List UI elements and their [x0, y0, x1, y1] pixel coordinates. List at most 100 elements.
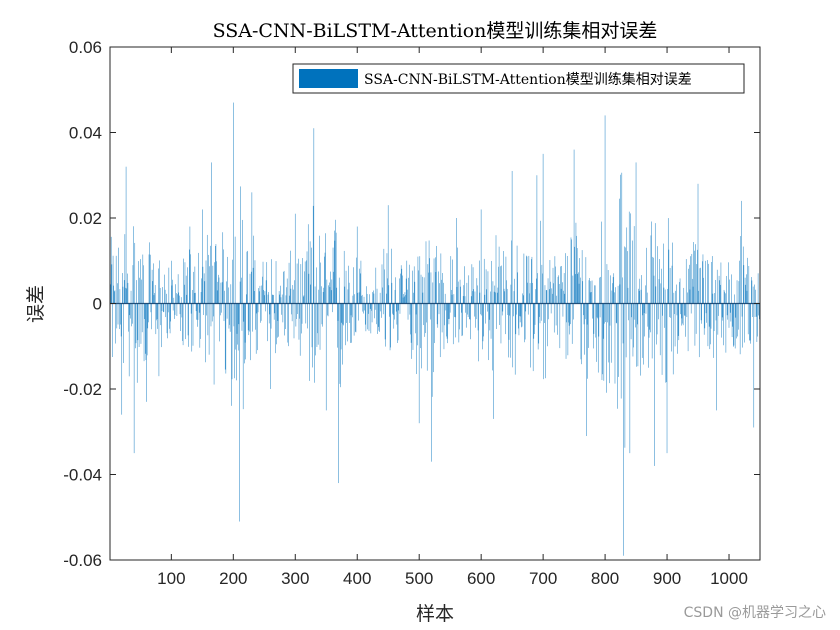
bar [224, 290, 225, 304]
bar [229, 303, 230, 325]
bar [581, 303, 582, 365]
bar [411, 303, 413, 359]
bar [417, 256, 419, 304]
bar [262, 261, 264, 304]
bar [250, 271, 252, 304]
bar [261, 285, 263, 304]
bar [190, 254, 191, 304]
bar [472, 267, 474, 304]
y-tick-label: 0.06 [69, 38, 102, 57]
bar [759, 303, 760, 320]
bar [408, 264, 410, 304]
bar [639, 278, 641, 304]
bar [557, 276, 559, 304]
bar [420, 274, 422, 304]
bar [171, 260, 172, 304]
bar [560, 266, 561, 304]
bar [735, 303, 737, 318]
bar [428, 240, 430, 304]
bar [269, 303, 271, 315]
bar [542, 273, 543, 304]
bar [536, 175, 538, 304]
bar [343, 303, 344, 326]
bar [755, 303, 757, 317]
bar [237, 303, 239, 351]
bar [670, 303, 672, 318]
bar [227, 256, 228, 304]
bar [447, 303, 448, 344]
bar [233, 303, 235, 327]
bar [740, 236, 742, 304]
bar [356, 226, 358, 304]
bar [489, 303, 491, 331]
bar [585, 257, 587, 304]
bar [325, 303, 327, 411]
bar [401, 268, 403, 304]
bar [738, 303, 739, 330]
bar [339, 303, 341, 384]
legend-swatch [299, 69, 358, 88]
bar [206, 303, 207, 316]
bar [277, 303, 279, 321]
bar [473, 289, 474, 304]
bar [632, 240, 633, 304]
bar [610, 275, 611, 304]
bar [323, 287, 325, 304]
bar [189, 226, 191, 304]
bar [345, 303, 346, 346]
bar [215, 245, 216, 304]
bar [703, 303, 705, 335]
bar [592, 303, 593, 319]
bar [625, 303, 627, 358]
bar [482, 303, 483, 350]
bar [409, 303, 411, 315]
bar [407, 289, 408, 304]
bar [130, 290, 132, 304]
bar [476, 278, 478, 304]
bar [581, 250, 583, 304]
bar [202, 209, 203, 304]
bar [682, 303, 683, 324]
bar [250, 303, 251, 361]
x-axis-label: 样本 [416, 603, 454, 625]
legend-box [292, 63, 745, 94]
bar [205, 303, 206, 363]
bar [358, 303, 359, 321]
bar [506, 288, 508, 304]
bar [532, 303, 534, 372]
bar [232, 259, 233, 304]
bar [552, 267, 554, 304]
bar [315, 303, 316, 356]
bar [192, 289, 193, 304]
bar [363, 296, 365, 304]
bar [219, 303, 221, 316]
bar [219, 303, 220, 342]
bar [663, 287, 665, 304]
bar [146, 303, 148, 356]
bar [223, 249, 224, 304]
bar [562, 303, 564, 317]
bar [377, 303, 379, 327]
bar [204, 281, 206, 304]
bar [686, 303, 688, 318]
bar [429, 258, 430, 304]
bar [399, 278, 400, 304]
bar [120, 303, 121, 325]
bar [239, 281, 241, 304]
bar [376, 288, 378, 304]
bar [132, 303, 133, 324]
bar [428, 272, 429, 304]
bar [449, 303, 451, 313]
bar [726, 303, 728, 316]
bar [138, 261, 139, 304]
bar [550, 281, 551, 304]
bar [673, 292, 675, 304]
bar [298, 258, 299, 304]
bar [322, 303, 323, 327]
bar [352, 295, 354, 304]
bar [718, 303, 719, 316]
bar [529, 283, 531, 304]
bar [405, 295, 406, 304]
bar [547, 278, 549, 304]
bar [364, 303, 366, 325]
